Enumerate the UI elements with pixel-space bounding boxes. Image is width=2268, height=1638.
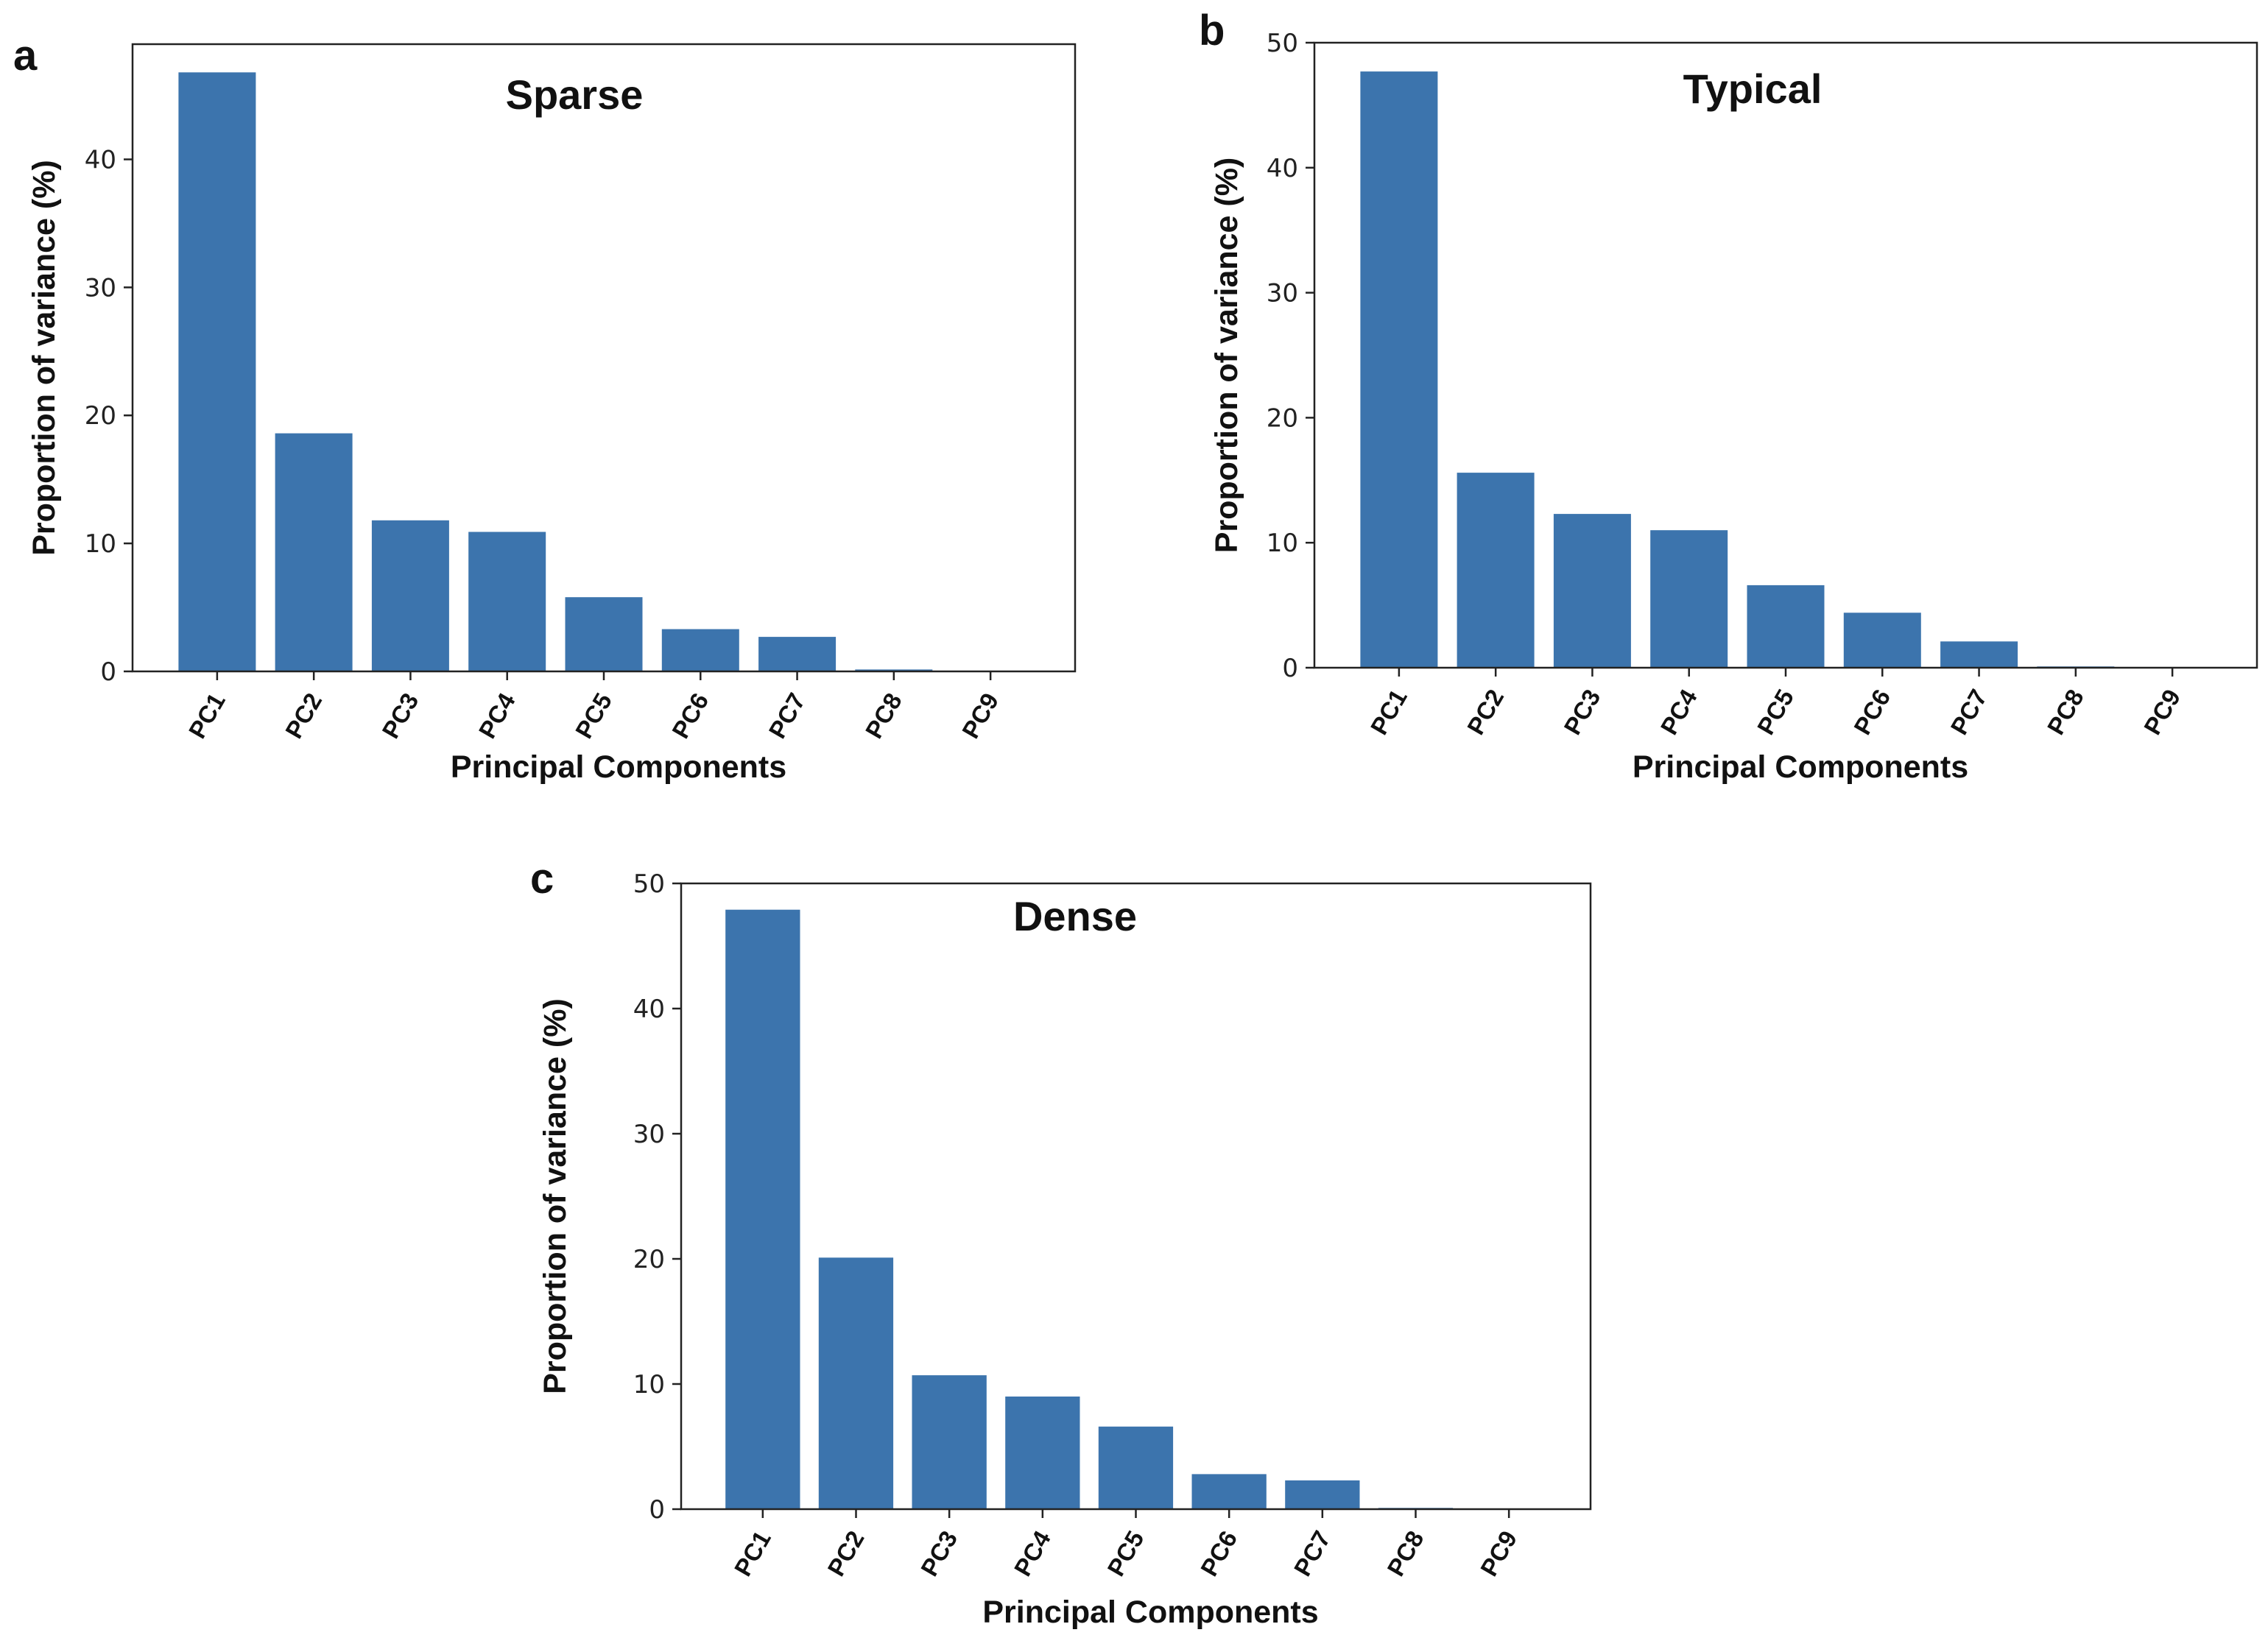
y-tick-label: 20: [633, 1245, 665, 1274]
x-tick-label: PC6: [1195, 1526, 1242, 1581]
plot-frame: [680, 882, 1592, 1511]
x-tick-label: PC4: [1655, 684, 1702, 739]
y-tick-label: 40: [633, 995, 665, 1024]
x-tick-label: PC2: [1462, 685, 1509, 739]
x-tick-label: PC9: [1475, 1526, 1522, 1581]
bar-pc7: [1940, 641, 2018, 668]
y-tick-label: 40: [1267, 154, 1298, 183]
bar-chart-dense: PC1 PC2 PC3 PC4 PC5 PC6 PC7 PC8 PC9 0 10 20 30 40 50 De…: [538, 869, 1592, 1630]
y-tick-label: 30: [1267, 279, 1298, 308]
bar-pc3: [371, 520, 449, 671]
x-tick-label: PC5: [1752, 685, 1799, 739]
x-tick-label: PC2: [822, 1526, 869, 1581]
y-tick-label: 0: [649, 1495, 665, 1525]
bar-chart-typical: PC1 PC2 PC3 PC4 PC5 PC6 PC7 PC8 PC9 0 10 20 30 40 50 Ty…: [1209, 29, 2258, 785]
bar-chart-sparse: PC1 PC2 PC3 PC4 PC5 PC6 PC7 PC8 PC9 0 10 20 30 40 Spar…: [27, 43, 1077, 785]
bar-pc8: [855, 669, 933, 671]
bar-pc2: [818, 1257, 894, 1509]
x-tick-label: PC2: [280, 688, 327, 743]
bar-pc1: [1360, 71, 1438, 668]
y-tick-label: 10: [85, 529, 116, 559]
y-tick-label: 0: [1282, 654, 1298, 683]
bar-pc1: [725, 909, 800, 1509]
bar-pc5: [1747, 585, 1825, 668]
panel-letter-b: b: [1199, 7, 1225, 54]
bar-pc6: [1191, 1474, 1267, 1509]
bar-pc6: [661, 629, 739, 671]
panel-letter-a: a: [13, 32, 38, 80]
plot-frame: [1313, 41, 2258, 669]
x-axis-label: Principal Components: [982, 1595, 1318, 1630]
y-axis-label: Proportion of variance (%): [538, 998, 573, 1394]
y-tick-label: 20: [85, 401, 116, 431]
x-tick-label: PC5: [1102, 1526, 1149, 1581]
x-tick-label: PC7: [1945, 685, 1992, 739]
x-tick-label: PC7: [763, 688, 810, 743]
x-tick-label: PC9: [2138, 685, 2186, 739]
bar-pc1: [178, 72, 256, 672]
y-axis-label: Proportion of variance (%): [1209, 158, 1244, 554]
y-tick-label: 30: [85, 273, 116, 303]
bar-pc2: [275, 433, 353, 671]
x-tick-label: PC4: [473, 688, 521, 743]
x-tick-label: PC8: [2042, 685, 2089, 739]
x-tick-label: PC6: [666, 688, 714, 743]
bar-pc6: [1843, 613, 1921, 668]
x-tick-label: PC8: [860, 688, 907, 743]
bar-pc3: [1553, 514, 1631, 668]
x-tick-label: PC1: [183, 688, 230, 743]
x-tick-label: PC7: [1289, 1526, 1336, 1581]
bar-pc7: [758, 637, 837, 671]
x-tick-label: PC1: [729, 1526, 776, 1581]
x-axis-label: Principal Components: [451, 749, 786, 785]
x-tick-label: PC3: [376, 688, 423, 743]
bar-pc5: [1098, 1426, 1174, 1509]
y-tick-label: 30: [633, 1120, 665, 1149]
chart-panel-b: b PC1 PC2 PC3 PC4 PC5 PC6 PC7 PC8 PC9 0 10 20 30 40 50…: [1178, 0, 2268, 802]
y-tick-label: 40: [85, 145, 116, 174]
chart-panel-c: c PC1 PC2 PC3 PC4 PC5 PC6 PC7 PC8 PC9 0 10 20 30 40 50…: [515, 839, 1620, 1638]
chart-title: Typical: [1683, 66, 1822, 112]
x-tick-label: PC8: [1381, 1526, 1429, 1581]
bar-pc2: [1457, 473, 1535, 668]
y-tick-label: 0: [100, 657, 116, 687]
x-tick-label: PC6: [1848, 685, 1895, 739]
chart-title: Sparse: [506, 71, 644, 118]
bar-pc4: [1650, 530, 1728, 668]
bar-pc5: [565, 597, 643, 671]
chart-panel-a: a PC1 PC2 PC3 PC4 PC5 PC6 PC7 PC8 PC9 0 10 20 30 40 Sp…: [0, 0, 1105, 802]
y-tick-label: 20: [1267, 403, 1298, 433]
y-tick-label: 50: [633, 869, 665, 899]
y-axis-label: Proportion of variance (%): [27, 160, 62, 556]
x-tick-label: PC1: [1365, 685, 1412, 739]
plot-frame: [131, 43, 1077, 673]
x-tick-label: PC3: [915, 1526, 962, 1581]
y-tick-label: 10: [1267, 529, 1298, 558]
x-tick-label: PC5: [570, 688, 617, 743]
x-axis-label: Principal Components: [1633, 749, 1968, 785]
x-tick-label: PC3: [1558, 685, 1605, 739]
chart-title: Dense: [1013, 893, 1137, 939]
x-tick-label: PC4: [1009, 1525, 1056, 1581]
x-tick-label: PC9: [957, 688, 1004, 743]
bar-pc4: [468, 532, 546, 671]
y-tick-label: 10: [633, 1370, 665, 1399]
bar-pc4: [1005, 1397, 1080, 1509]
bar-pc7: [1285, 1480, 1360, 1509]
bar-pc3: [912, 1375, 987, 1509]
panel-letter-c: c: [530, 855, 554, 903]
y-tick-label: 50: [1267, 29, 1298, 58]
